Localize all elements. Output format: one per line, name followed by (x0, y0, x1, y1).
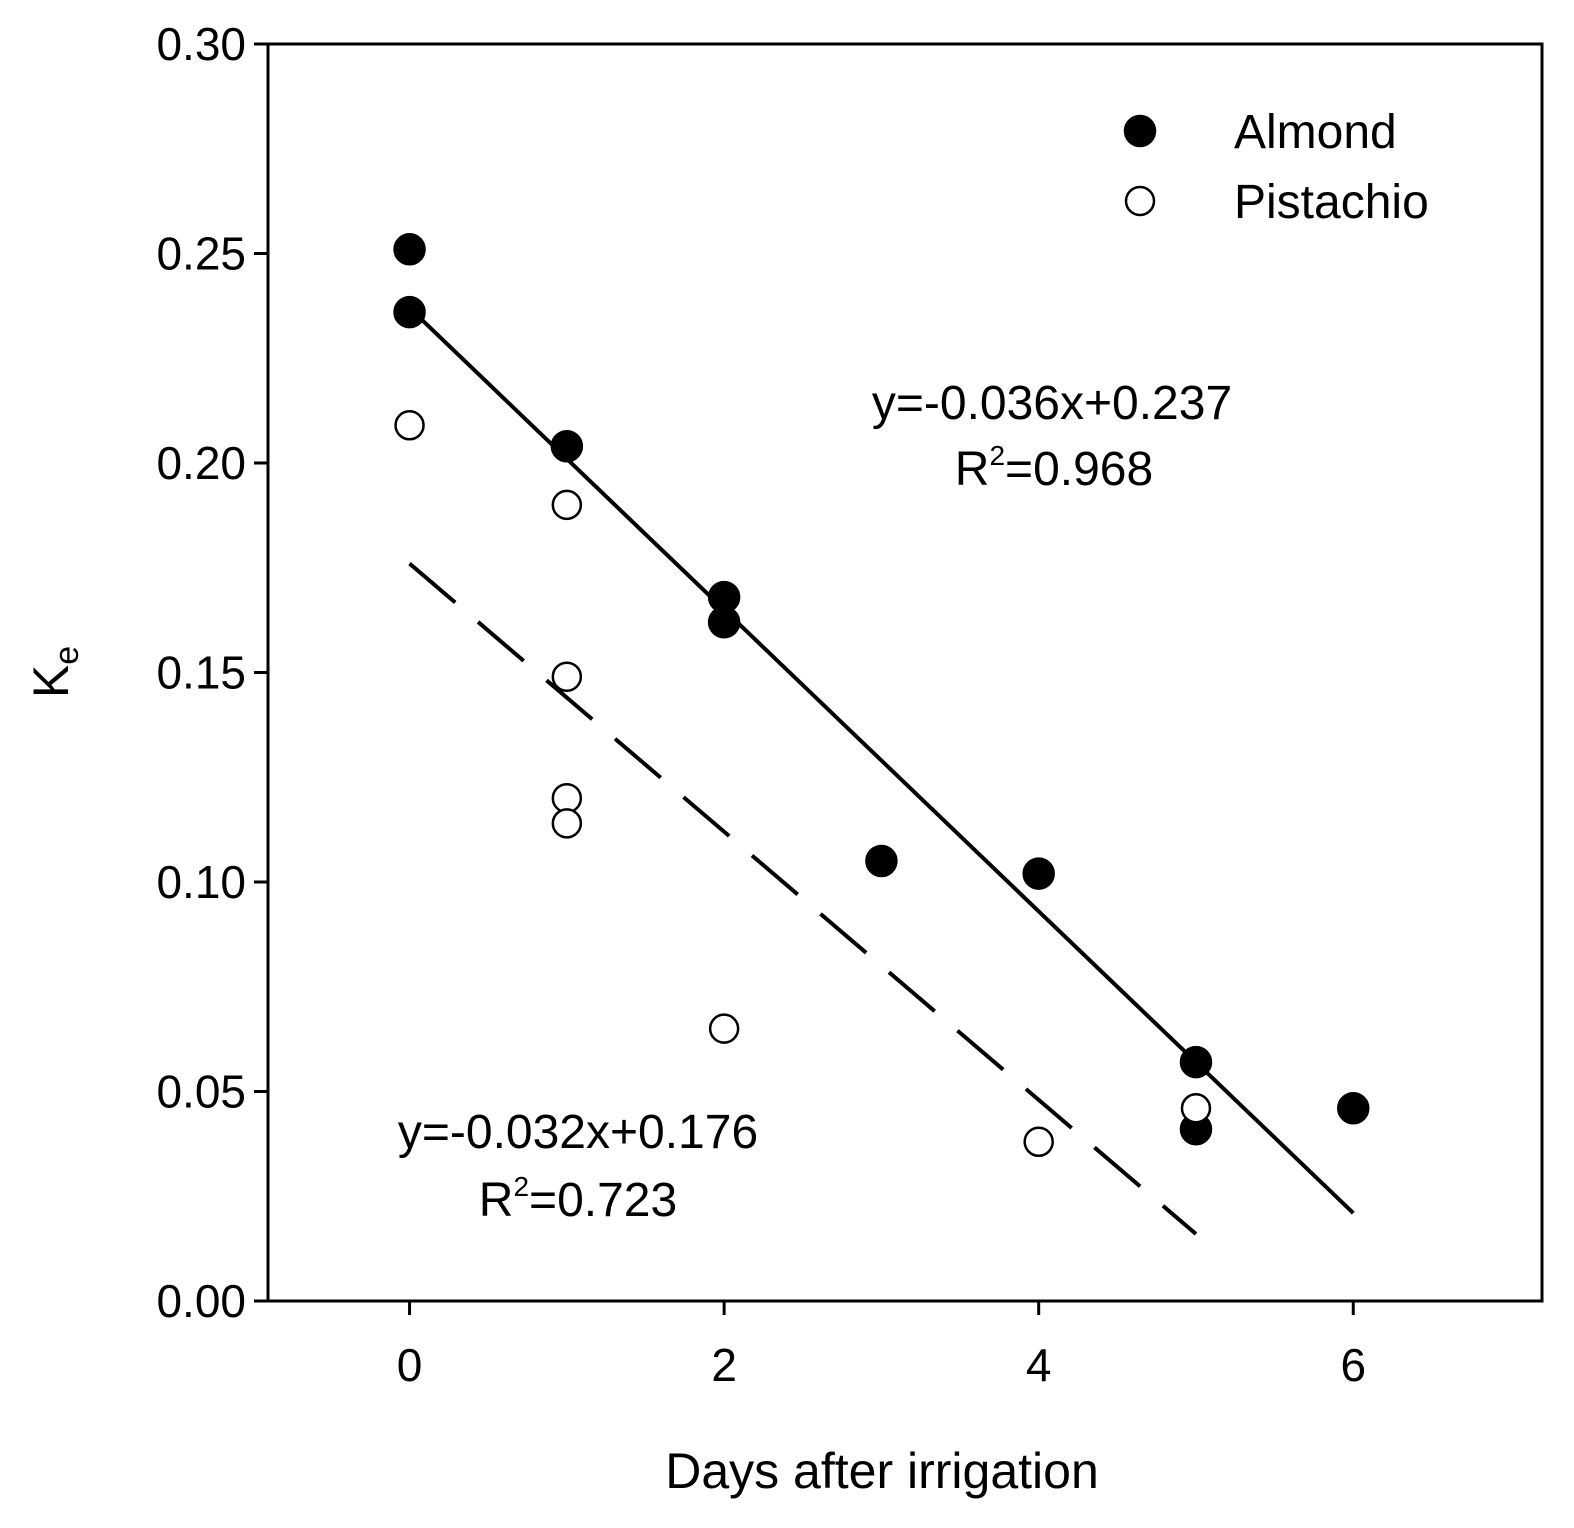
almond-fit-r2: R2=0.968 (955, 440, 1153, 496)
y-axis-ticks: 0.00 0.05 0.10 0.15 0.20 0.25 0.30 (156, 18, 268, 1327)
pistachio-r2-value: =0.723 (529, 1174, 677, 1227)
legend-label-pistachio: Pistachio (1234, 176, 1429, 229)
legend-marker-pistachio (1124, 185, 1156, 217)
pistachio-point (551, 782, 583, 814)
almond-point (393, 295, 426, 329)
almond-fit-equation: y=-0.036x+0.237 (872, 377, 1232, 430)
y-tick-label: 0.20 (156, 437, 246, 489)
pistachio-fit-annotation: y=-0.032x+0.176 R2=0.723 (398, 1106, 758, 1227)
y-tick-label: 0.10 (156, 856, 246, 908)
pistachio-point (1180, 1093, 1212, 1124)
almond-point (1022, 857, 1055, 890)
pistachio-fit-r2: R2=0.723 (479, 1171, 677, 1227)
pistachio-point (708, 1013, 740, 1044)
y-axis-title-subscript: e (48, 646, 86, 665)
x-axis-title: Days after irrigation (665, 1443, 1099, 1499)
pistachio-fit-equation: y=-0.032x+0.176 (398, 1106, 758, 1159)
y-tick-label: 0.30 (156, 18, 246, 70)
almond-r2-superscript: 2 (989, 440, 1005, 471)
y-axis-title-main: K (23, 665, 79, 698)
y-axis-title: Ke (23, 646, 86, 698)
y-tick-label: 0.15 (156, 647, 246, 699)
almond-fit-annotation: y=-0.036x+0.237 R2=0.968 (872, 377, 1232, 496)
y-tick-label: 0.05 (156, 1066, 246, 1118)
legend-label-almond: Almond (1234, 106, 1397, 159)
almond-point (865, 844, 898, 878)
almond-r2-value: =0.968 (1005, 443, 1153, 496)
x-tick-label: 6 (1340, 1339, 1366, 1391)
y-tick-label: 0.00 (156, 1275, 246, 1327)
x-axis-ticks: 0 2 4 6 (397, 1301, 1366, 1391)
pistachio-fit-line (408, 562, 1198, 1236)
legend-marker-almond (1123, 114, 1157, 148)
y-tick-label: 0.25 (156, 228, 246, 280)
x-tick-label: 2 (711, 1339, 737, 1391)
pistachio-point (551, 661, 583, 692)
almond-point (707, 605, 741, 639)
pistachio-r2-label: R (479, 1174, 514, 1227)
almond-point (550, 429, 584, 463)
almond-r2-label: R (955, 443, 990, 496)
x-tick-label: 0 (397, 1339, 423, 1391)
y-axis-title-text: Ke (23, 646, 86, 698)
legend: Almond Pistachio (1123, 106, 1429, 229)
pistachio-point (1023, 1126, 1054, 1158)
pistachio-point (551, 808, 583, 839)
almond-point (393, 233, 426, 266)
pistachio-r2-superscript: 2 (513, 1171, 529, 1202)
pistachio-point (394, 410, 425, 441)
almond-point (1179, 1045, 1213, 1079)
almond-point (1337, 1092, 1370, 1125)
data-points (393, 233, 1370, 1158)
pistachio-point (551, 489, 583, 521)
x-tick-label: 4 (1026, 1339, 1052, 1391)
